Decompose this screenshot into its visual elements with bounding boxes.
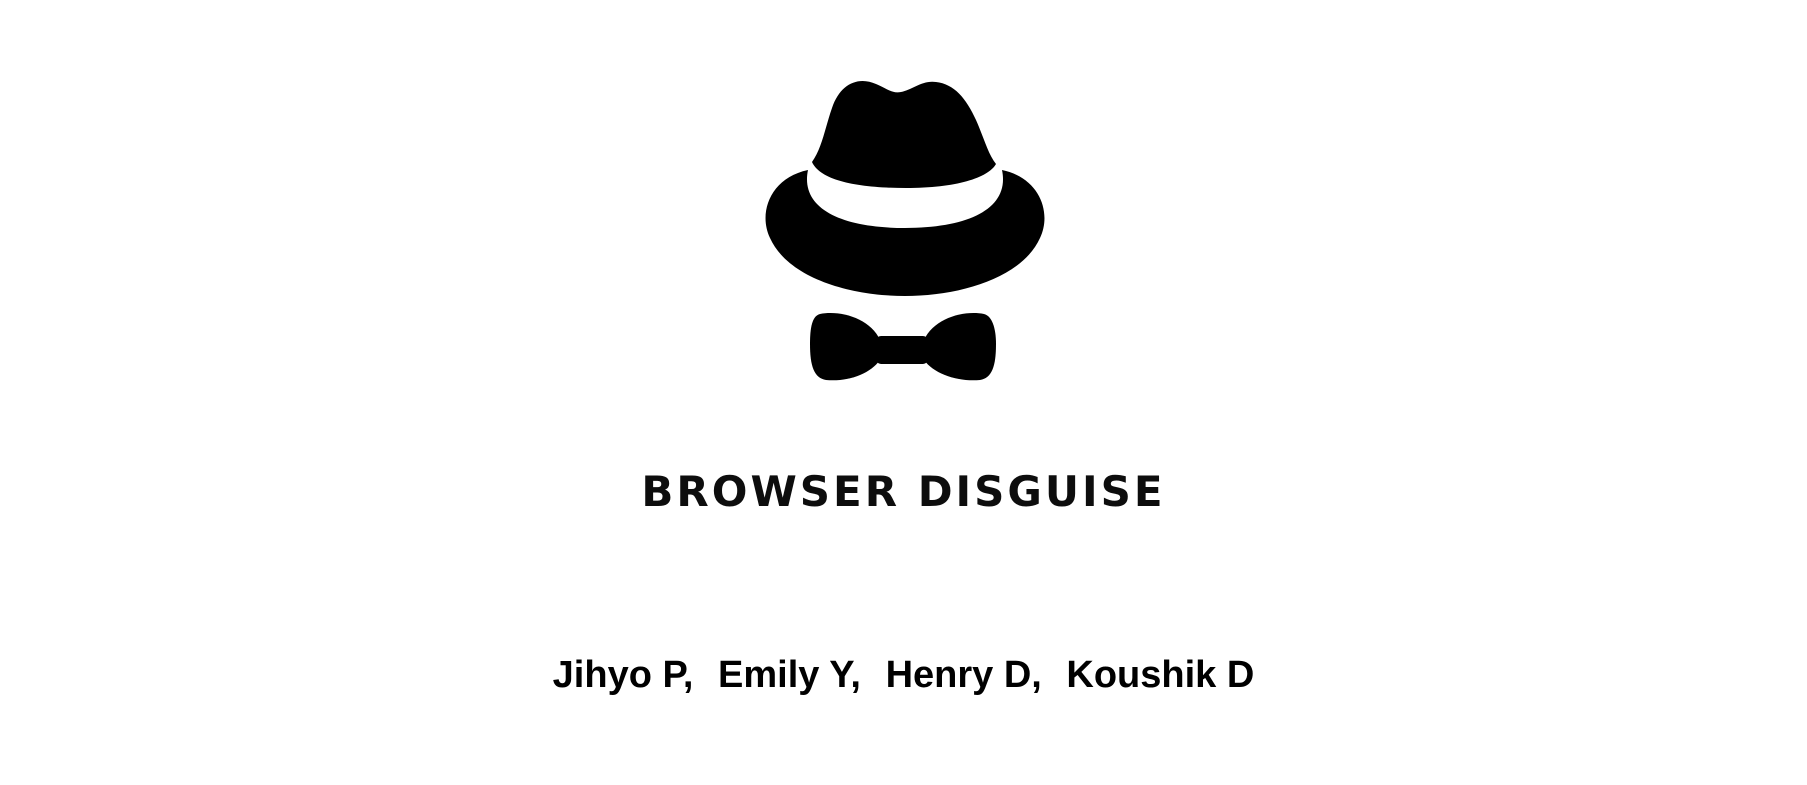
author-name: Emily Y, [718,654,861,696]
logo [760,78,1050,408]
author-name: Henry D, [885,654,1042,696]
author-list: Jihyo P, Emily Y, Henry D, Koushik D [0,652,1807,698]
hat-band-icon [809,170,999,223]
bow-tie-knot-icon [876,336,928,364]
fedora-hat-and-bow-tie-icon [765,81,1045,381]
bow-tie-left-icon [810,313,880,381]
author-name: Koushik D [1066,654,1255,696]
brand-title: BROWSER DISGUISE [641,467,1166,516]
hat-crown-icon [812,81,996,188]
author-name: Jihyo P, [552,654,694,696]
bow-tie-right-icon [924,313,996,381]
hat-brim-icon [765,170,1045,296]
